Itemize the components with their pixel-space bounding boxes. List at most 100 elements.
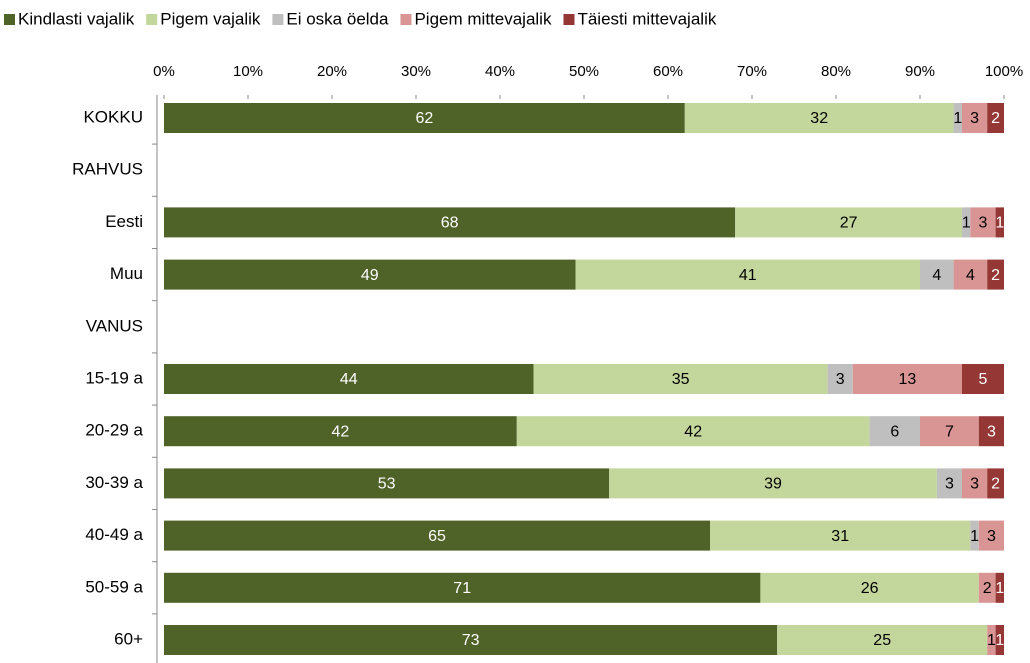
data-label: 35	[672, 371, 690, 388]
bar-segment	[760, 572, 979, 603]
bar-segment	[936, 468, 962, 499]
bar-segment	[852, 364, 962, 394]
bar-segment	[164, 416, 517, 447]
bar-segment	[920, 416, 979, 447]
bar-segment	[920, 259, 954, 290]
bar-segment	[970, 520, 979, 551]
data-label: 6	[890, 423, 899, 440]
data-label: 1	[995, 632, 1004, 649]
bar-segment	[164, 259, 576, 290]
bar-segment	[995, 625, 1004, 655]
bar-segment	[609, 468, 937, 499]
data-label: 13	[899, 371, 917, 388]
data-label: 1	[970, 528, 979, 545]
y-tick-label: Eesti	[105, 212, 143, 231]
bar-segment	[164, 468, 610, 499]
data-label: 39	[764, 476, 782, 493]
x-tick-label: 70%	[737, 63, 767, 80]
bar-segment	[987, 468, 1004, 499]
data-label: 68	[441, 215, 459, 232]
x-tick-label: 0%	[153, 63, 175, 80]
legend-label: Pigem vajalik	[160, 9, 261, 28]
bar-segment	[953, 259, 988, 290]
data-label: 1	[962, 215, 971, 232]
bar-segment	[164, 625, 778, 655]
bar-segment	[533, 364, 828, 394]
data-label: 1	[995, 580, 1004, 597]
data-label: 3	[945, 476, 954, 493]
bar-segment	[962, 364, 1004, 394]
y-tick-label: KOKKU	[83, 107, 143, 126]
data-label: 53	[378, 476, 396, 493]
bar-segment	[995, 207, 1004, 238]
y-tick-label: VANUS	[86, 316, 143, 335]
bar-segment	[684, 103, 954, 133]
data-label: 2	[991, 267, 1000, 284]
x-tick-label: 80%	[821, 63, 851, 80]
bar-segment	[978, 572, 996, 603]
data-label: 2	[991, 476, 1000, 493]
data-label: 3	[970, 476, 979, 493]
x-tick-label: 40%	[485, 63, 515, 80]
legend-label: Ei oska öelda	[286, 9, 389, 28]
data-label: 73	[462, 632, 480, 649]
y-tick-label: 15-19 a	[85, 368, 143, 387]
data-label: 4	[966, 267, 975, 284]
bar-segment	[962, 468, 988, 499]
data-label: 2	[991, 110, 1000, 127]
bar-segment	[735, 207, 962, 238]
x-tick-label: 10%	[233, 63, 263, 80]
x-tick-label: 60%	[653, 63, 683, 80]
legend-swatch	[272, 14, 284, 25]
bar-segment	[575, 259, 920, 290]
data-label: 5	[979, 371, 988, 388]
bar-segment	[995, 572, 1004, 603]
bar-segment	[978, 416, 1004, 447]
bar-segment	[869, 416, 920, 447]
data-label: 65	[428, 528, 446, 545]
legend-label: Kindlasti vajalik	[18, 9, 135, 28]
data-label: 26	[861, 580, 879, 597]
bar-segment	[164, 572, 761, 603]
data-label: 41	[739, 267, 757, 284]
bar-segment	[710, 520, 971, 551]
data-label: 25	[873, 632, 891, 649]
bar-segment	[970, 207, 996, 238]
data-label: 42	[684, 423, 702, 440]
bar-segment	[164, 520, 710, 551]
y-tick-label: Muu	[110, 264, 143, 283]
bar-segment	[164, 207, 736, 238]
data-label: 3	[836, 371, 845, 388]
data-label: 31	[831, 528, 849, 545]
legend-swatch	[563, 14, 575, 25]
bar-segment	[962, 103, 988, 133]
y-tick-label: 40-49 a	[85, 525, 143, 544]
data-label: 42	[332, 423, 350, 440]
x-tick-label: 30%	[401, 63, 431, 80]
data-label: 1	[987, 632, 996, 649]
x-tick-label: 50%	[569, 63, 599, 80]
data-label: 49	[361, 267, 379, 284]
legend-swatch	[4, 14, 15, 25]
data-label: 62	[416, 110, 434, 127]
data-label: 44	[340, 371, 358, 388]
data-label: 4	[932, 267, 941, 284]
bar-segment	[962, 207, 971, 238]
legend-label: Pigem mittevajalik	[414, 9, 551, 28]
data-label: 1	[995, 215, 1004, 232]
data-label: 3	[987, 528, 996, 545]
bar-segment	[978, 520, 1004, 551]
data-label: 3	[970, 110, 979, 127]
data-label: 1	[953, 110, 962, 127]
y-tick-label: 20-29 a	[85, 421, 143, 440]
x-tick-label: 90%	[905, 63, 935, 80]
legend-label: Täiesti mittevajalik	[577, 9, 716, 28]
y-tick-label: 30-39 a	[85, 473, 143, 492]
bar-segment	[164, 364, 534, 394]
x-tick-label: 20%	[317, 63, 347, 80]
data-label: 27	[840, 215, 858, 232]
bar-segment	[164, 103, 685, 133]
x-tick-label: 100%	[985, 63, 1023, 80]
bar-segment	[827, 364, 853, 394]
